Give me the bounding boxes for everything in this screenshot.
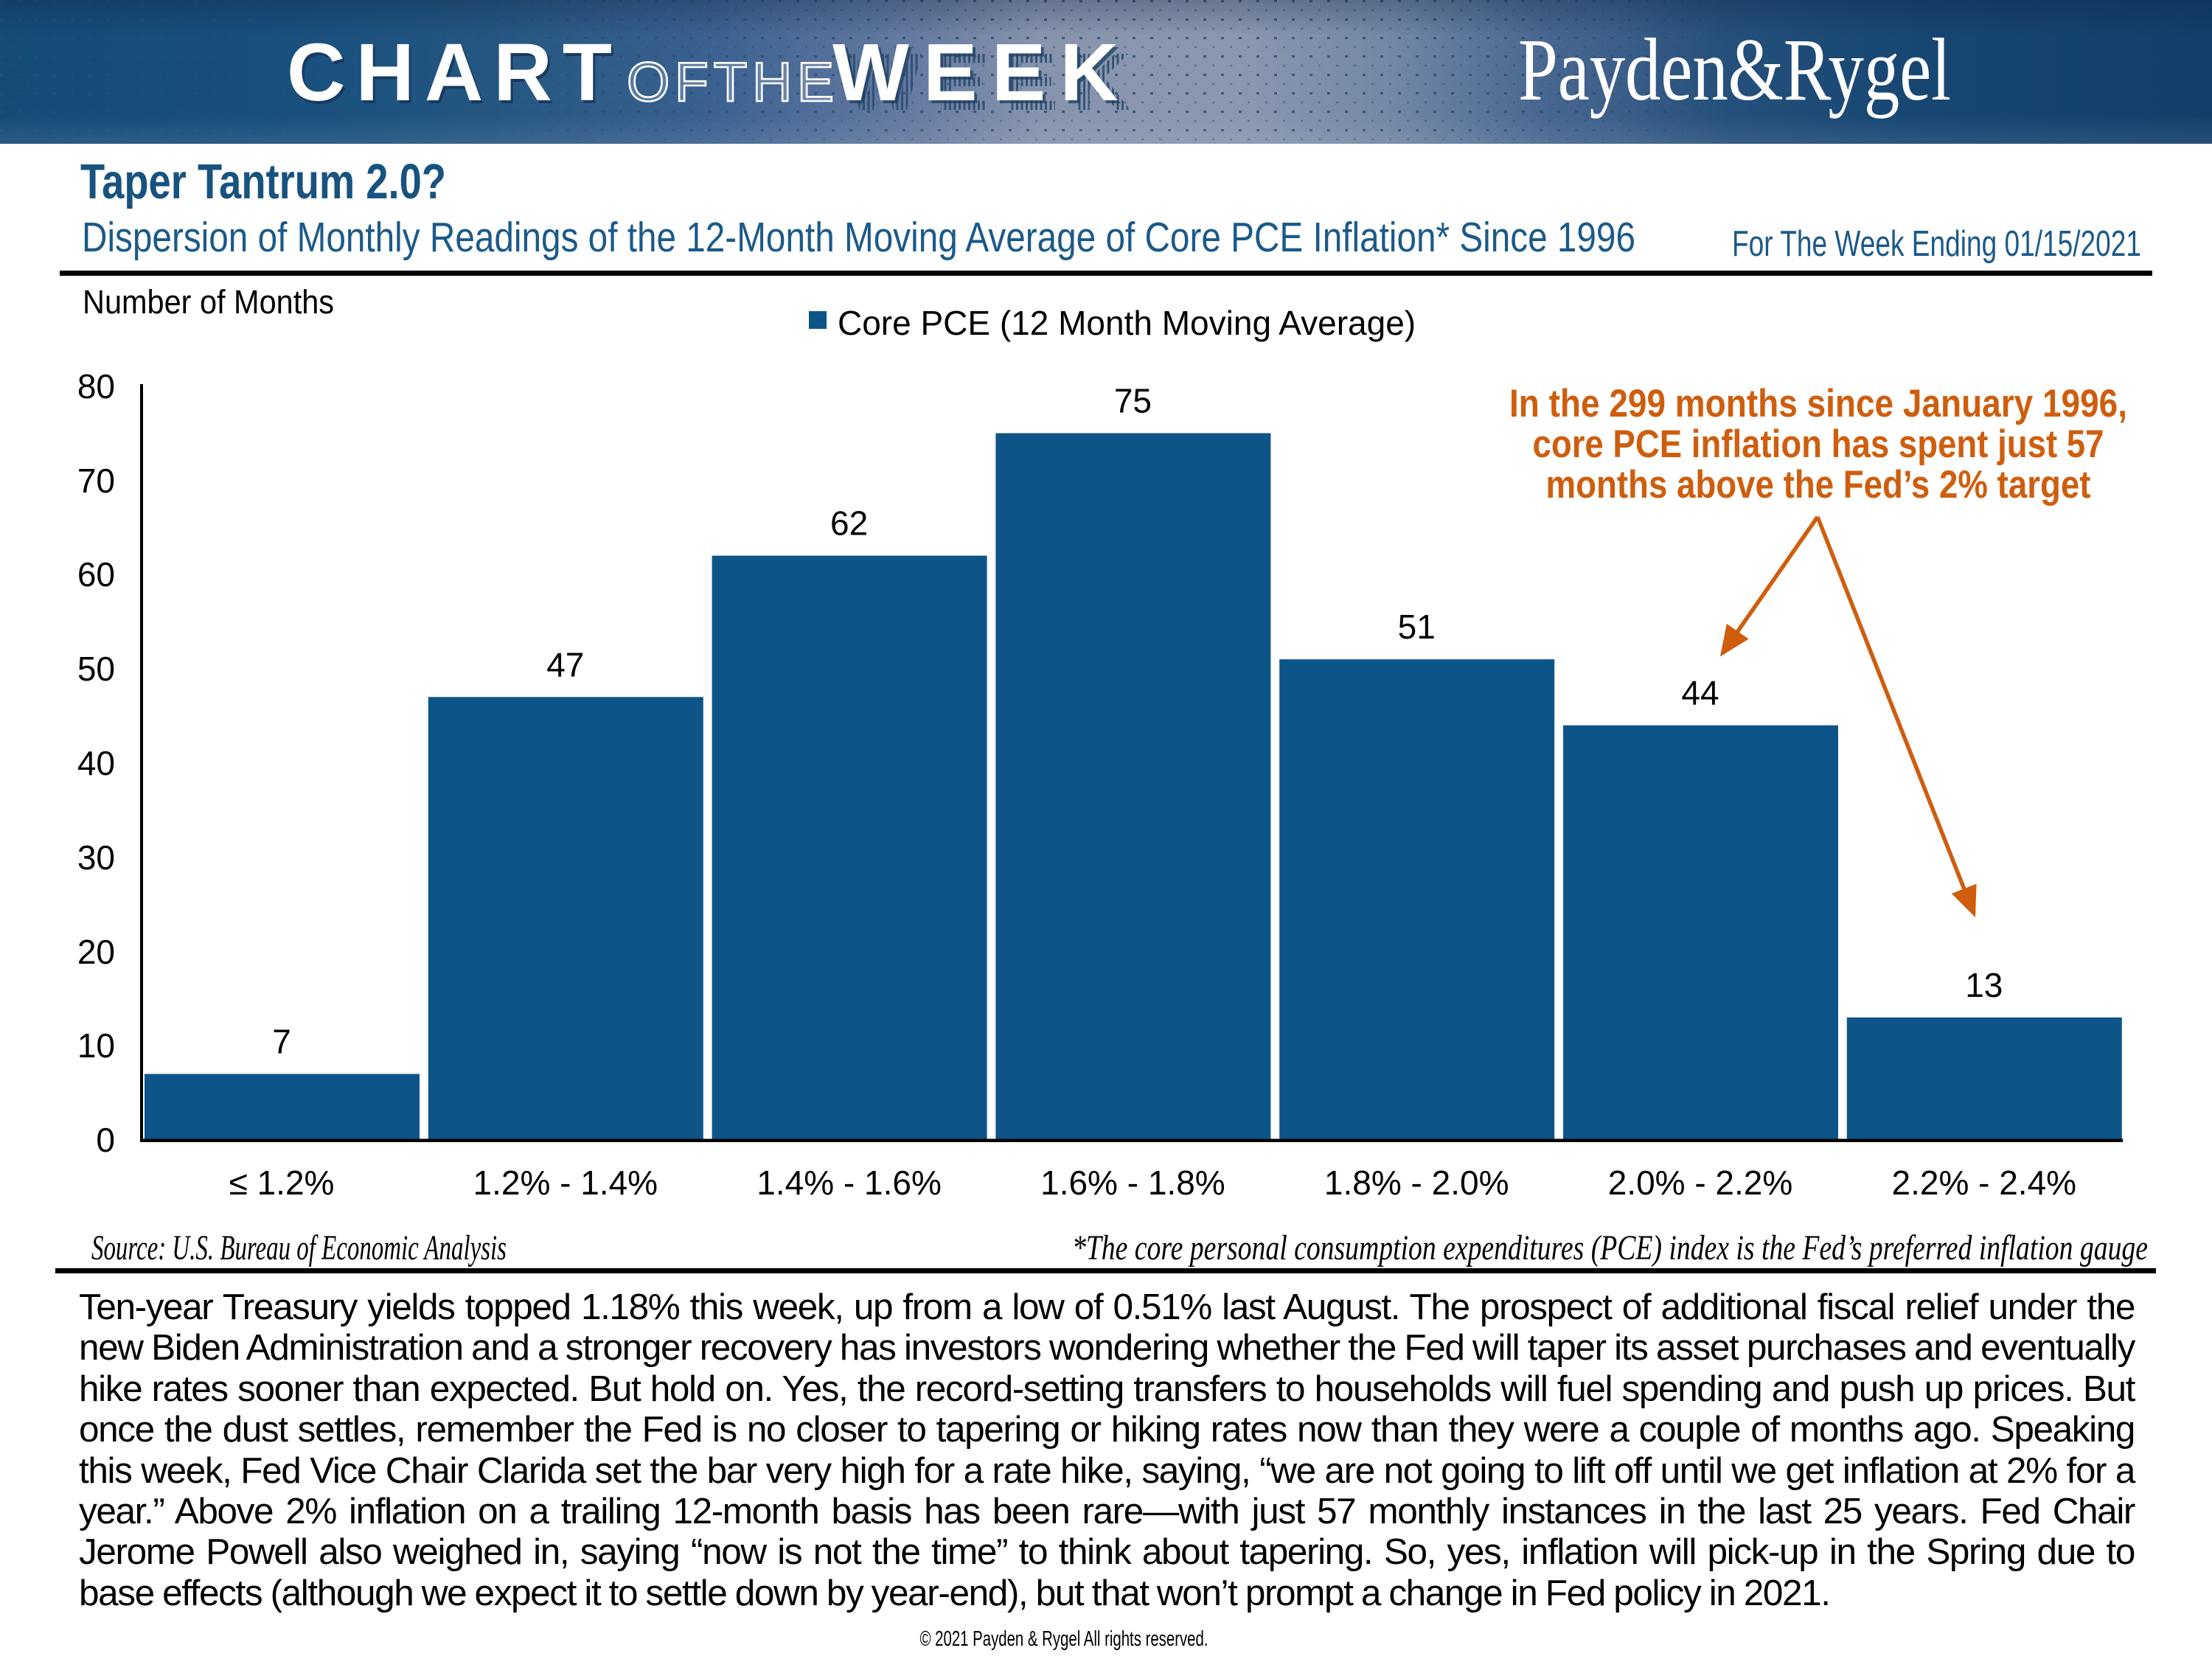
svg-text:CHART: CHART: [287, 27, 612, 118]
svg-text:© 2021 Payden & Rygel All righ: © 2021 Payden & Rygel All rights reserve…: [920, 1627, 1208, 1651]
svg-text:WEEK: WEEK: [832, 27, 1119, 118]
svg-text:10: 10: [77, 1026, 115, 1065]
svg-text:40: 40: [77, 744, 115, 782]
svg-text:*The core personal consumption: *The core personal consumption expenditu…: [1072, 1228, 2148, 1267]
svg-text:20: 20: [77, 933, 115, 971]
svg-text:Core PCE (12 Month Moving Aver: Core PCE (12 Month Moving Average): [838, 304, 1416, 342]
svg-text:1.2% - 1.4%: 1.2% - 1.4%: [473, 1164, 658, 1202]
svg-text:1.8% - 2.0%: 1.8% - 2.0%: [1324, 1164, 1509, 1202]
svg-text:Number of Months: Number of Months: [83, 283, 334, 321]
svg-text:Source: U.S. Bureau of Economi: Source: U.S. Bureau of Economic Analysis: [91, 1228, 507, 1267]
svg-text:1.6% - 1.8%: 1.6% - 1.8%: [1040, 1164, 1225, 1202]
svg-text:30: 30: [77, 838, 115, 877]
svg-text:2.0% - 2.2%: 2.0% - 2.2%: [1608, 1164, 1793, 1202]
svg-text:13: 13: [1965, 966, 2003, 1004]
svg-text:0: 0: [96, 1121, 115, 1159]
svg-text:2.2% - 2.4%: 2.2% - 2.4%: [1892, 1164, 2077, 1202]
svg-text:75: 75: [1114, 382, 1152, 420]
svg-text:WEEK: WEEK: [845, 37, 1131, 128]
svg-text:In the 299 months since Januar: In the 299 months since January 1996,: [1509, 382, 2127, 425]
svg-text:60: 60: [77, 555, 115, 594]
svg-text:80: 80: [77, 367, 115, 406]
svg-text:months above the Fed’s 2% targ: months above the Fed’s 2% target: [1546, 463, 2091, 507]
svg-text:62: 62: [830, 504, 868, 543]
svg-text:Taper Tantrum 2.0?: Taper Tantrum 2.0?: [80, 154, 446, 209]
svg-text:OFTHE: OFTHE: [627, 51, 834, 113]
svg-text:Payden&Rygel: Payden&Rygel: [1518, 21, 1951, 119]
svg-text:70: 70: [77, 462, 115, 500]
svg-text:51: 51: [1398, 608, 1436, 646]
svg-text:47: 47: [546, 645, 584, 684]
svg-text:7: 7: [272, 1023, 291, 1061]
svg-text:WEEK: WEEK: [835, 30, 1121, 121]
svg-text:1.4% - 1.6%: 1.4% - 1.6%: [757, 1164, 942, 1202]
svg-text:44: 44: [1681, 674, 1719, 712]
svg-text:core PCE inflation has spent j: core PCE inflation has spent just 57: [1533, 422, 2104, 466]
svg-text:≤ 1.2%: ≤ 1.2%: [229, 1164, 335, 1202]
svg-text:50: 50: [77, 650, 115, 688]
svg-text:For The Week Ending 01/15/2021: For The Week Ending 01/15/2021: [1732, 224, 2141, 264]
svg-text:Dispersion of Monthly Readings: Dispersion of Monthly Readings of the 12…: [82, 214, 1635, 261]
